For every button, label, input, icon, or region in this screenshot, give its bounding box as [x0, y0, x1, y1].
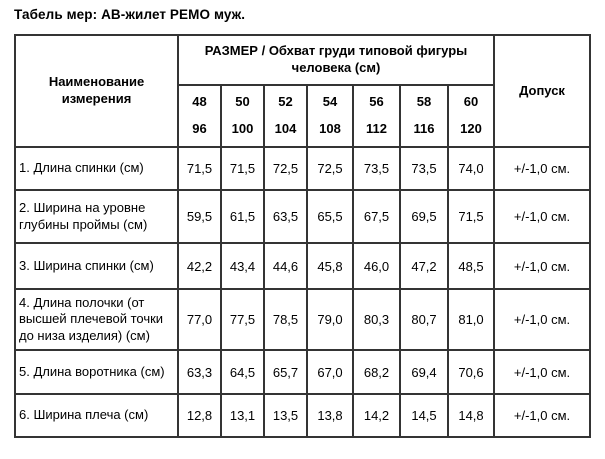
measurement-value: 71,5: [220, 146, 265, 191]
tolerance-value: +/-1,0 см.: [493, 349, 592, 395]
tolerance-value: +/-1,0 см.: [493, 189, 592, 244]
table-row: 1. Длина спинки (см) 71,5 71,5 72,5 72,5 73,5…: [14, 146, 592, 191]
chest-value: 112: [366, 121, 387, 136]
measurement-value: 14,5: [399, 393, 449, 438]
tolerance-value: +/-1,0 см.: [493, 242, 592, 290]
column-header-measurement-name: Наименование измерения: [14, 34, 179, 148]
measurement-value: 65,7: [263, 349, 308, 395]
measurement-value: 13,1: [220, 393, 265, 438]
table-row: 6. Ширина плеча (см) 12,8 13,1 13,5 13,8 14,2…: [14, 393, 592, 438]
measurement-value: 13,8: [306, 393, 354, 438]
size-value: 50: [235, 94, 250, 110]
table-body: 1. Длина спинки (см) 71,5 71,5 72,5 72,5 73,5…: [14, 146, 592, 438]
measurement-value: 77,0: [177, 288, 222, 351]
size-column-header: 60 120: [446, 84, 496, 148]
size-value: 58: [416, 94, 432, 110]
measurement-value: 14,2: [352, 393, 401, 438]
measurement-value: 78,5: [263, 288, 308, 351]
measurement-value: 67,5: [352, 189, 401, 244]
measurement-value: 63,3: [177, 349, 222, 395]
column-header-size-group: РАЗМЕР / Обхват груди типовой фигуры чел…: [176, 34, 496, 86]
size-column-header: 54 108: [306, 84, 354, 148]
measurement-value: 70,6: [446, 349, 496, 395]
measurement-value: 74,0: [446, 146, 496, 191]
tolerance-value: +/-1,0 см.: [493, 288, 592, 351]
measurement-value: 48,5: [446, 242, 496, 290]
measurement-value: 72,5: [306, 146, 354, 191]
measurement-value: 12,8: [177, 393, 222, 438]
chest-value: 116: [413, 121, 435, 136]
measurement-value: 44,6: [263, 242, 308, 290]
measurement-label: 2. Ширина на уровне глубины проймы (см): [14, 189, 179, 244]
size-column-header: 56 112: [352, 84, 401, 148]
measurement-value: 14,8: [446, 393, 496, 438]
measurement-value: 45,8: [306, 242, 354, 290]
table-row: 5. Длина воротника (см) 63,3 64,5 65,7 67,0 6…: [14, 349, 592, 395]
size-chart-table: Наименование измерения РАЗМЕР / Обхват г…: [14, 34, 592, 438]
chest-value: 104: [274, 121, 297, 136]
measurement-value: 71,5: [177, 146, 222, 191]
chest-value: 96: [192, 121, 207, 136]
tolerance-value: +/-1,0 см.: [493, 146, 592, 191]
measurement-value: 13,5: [263, 393, 308, 438]
measurement-value: 43,4: [220, 242, 265, 290]
size-subheader-row: 48 96 50 100 52 104 54 108 56 112 58 116 60 120: [15, 84, 590, 148]
chest-value: 108: [319, 121, 341, 136]
measurement-value: 64,5: [220, 349, 265, 395]
measurement-value: 65,5: [306, 189, 354, 244]
table-row: 3. Ширина спинки (см) 42,2 43,4 44,6 45,8 46,…: [14, 242, 592, 290]
size-value: 48: [192, 94, 207, 110]
measurement-value: 80,3: [352, 288, 401, 351]
measurement-label: 4. Длина полочки (от высшей плечевой точ…: [14, 288, 179, 351]
measurement-value: 47,2: [399, 242, 449, 290]
size-column-header: 58 116: [399, 84, 449, 148]
measurement-label: 1. Длина спинки (см): [14, 146, 179, 191]
measurement-value: 69,5: [399, 189, 449, 244]
measurement-value: 46,0: [352, 242, 401, 290]
measurement-value: 73,5: [399, 146, 449, 191]
column-header-tolerance: Допуск: [493, 34, 592, 148]
size-value: 56: [369, 94, 384, 110]
size-column-header: 48 96: [177, 84, 222, 148]
measurement-value: 77,5: [220, 288, 265, 351]
chest-value: 100: [231, 121, 254, 136]
table-row: 2. Ширина на уровне глубины проймы (см) 5…: [14, 189, 592, 244]
size-value: 54: [322, 94, 338, 110]
measurement-value: 69,4: [399, 349, 449, 395]
measurement-label: 3. Ширина спинки (см): [14, 242, 179, 290]
measurement-value: 61,5: [220, 189, 265, 244]
measurement-value: 63,5: [263, 189, 308, 244]
measurement-value: 59,5: [177, 189, 222, 244]
tolerance-value: +/-1,0 см.: [493, 393, 592, 438]
measurement-value: 67,0: [306, 349, 354, 395]
size-column-header: 52 104: [263, 84, 308, 148]
size-value: 60: [463, 94, 479, 110]
size-column-header: 50 100: [220, 84, 265, 148]
measurement-value: 42,2: [177, 242, 222, 290]
table-row: 4. Длина полочки (от высшей плечевой точ…: [14, 288, 592, 351]
measurement-value: 73,5: [352, 146, 401, 191]
chest-value: 120: [460, 121, 482, 136]
measurement-label: 6. Ширина плеча (см): [14, 393, 179, 438]
measurement-value: 79,0: [306, 288, 354, 351]
measurement-value: 80,7: [399, 288, 449, 351]
measurement-value: 68,2: [352, 349, 401, 395]
header-row-main: Наименование измерения РАЗМЕР / Обхват г…: [14, 34, 592, 148]
page-title: Табель мер: АВ-жилет РЕМО муж.: [14, 7, 246, 22]
measurement-value: 72,5: [263, 146, 308, 191]
measurement-value: 81,0: [446, 288, 496, 351]
measurement-label: 5. Длина воротника (см): [14, 349, 179, 395]
size-value: 52: [278, 94, 293, 110]
measurement-value: 71,5: [446, 189, 496, 244]
